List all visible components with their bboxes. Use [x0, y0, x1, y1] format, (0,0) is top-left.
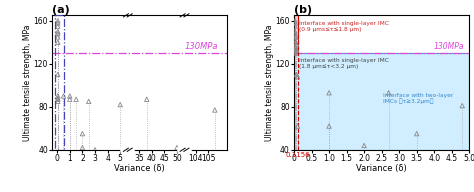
Point: [292, 51, 300, 55]
Text: Interface with single-layer IMC
(0.9 μms≤τ≤1.8 μm): Interface with single-layer IMC (0.9 μms…: [299, 21, 389, 31]
Point: [292, 35, 300, 38]
Point: [325, 125, 333, 128]
Point: [54, 41, 62, 44]
Point: [54, 32, 62, 35]
Point: [294, 125, 301, 128]
Point: [291, 41, 299, 44]
Point: [360, 144, 368, 147]
Bar: [55, 15, 64, 150]
Point: [291, 32, 299, 35]
Point: [143, 98, 151, 101]
Text: 130MPa: 130MPa: [185, 42, 219, 51]
Bar: [294, 15, 298, 53]
Text: Interface with single-layer IMC
(1.8 μm≤τ<3.2 μm): Interface with single-layer IMC (1.8 μm≤…: [299, 58, 389, 69]
Point: [54, 94, 62, 98]
Point: [325, 91, 333, 94]
Point: [91, 148, 99, 151]
Point: [66, 98, 73, 101]
Point: [291, 48, 299, 51]
Point: [54, 35, 62, 38]
Point: [54, 98, 62, 101]
Point: [458, 104, 466, 107]
Point: [291, 46, 299, 49]
Point: [54, 73, 62, 76]
Point: [66, 94, 73, 98]
Text: 0.1156: 0.1156: [286, 152, 310, 158]
Point: [294, 75, 301, 78]
Point: [291, 30, 299, 33]
Point: [211, 108, 219, 112]
Point: [73, 98, 80, 101]
Point: [60, 94, 67, 98]
Y-axis label: Ultimate tensile strength, MPa: Ultimate tensile strength, MPa: [265, 24, 274, 141]
Point: [291, 21, 299, 24]
Point: [54, 30, 62, 33]
Point: [54, 19, 62, 22]
Point: [413, 132, 420, 135]
Point: [79, 132, 86, 135]
Point: [292, 48, 300, 51]
X-axis label: Variance (δ): Variance (δ): [114, 164, 165, 173]
Text: 130MPa: 130MPa: [434, 42, 464, 51]
Point: [292, 73, 300, 76]
Text: Interface with two-layer
IMCs （τ≥3.2μm）: Interface with two-layer IMCs （τ≥3.2μm）: [383, 93, 454, 104]
Point: [292, 46, 300, 49]
Point: [292, 43, 300, 46]
Text: (b): (b): [294, 5, 312, 15]
Point: [117, 103, 124, 106]
Text: (a): (a): [52, 5, 70, 15]
Point: [54, 21, 62, 24]
Point: [173, 146, 181, 149]
Point: [291, 25, 299, 28]
Point: [79, 146, 86, 149]
Point: [85, 100, 92, 103]
Point: [291, 19, 299, 22]
Point: [54, 97, 62, 100]
Y-axis label: Ultimate tensile strength, MPa: Ultimate tensile strength, MPa: [23, 24, 32, 141]
Point: [292, 41, 300, 44]
Point: [291, 50, 299, 53]
X-axis label: Variance (δ): Variance (δ): [356, 164, 407, 173]
Point: [54, 100, 62, 103]
Point: [385, 91, 392, 94]
Bar: [294, 53, 469, 150]
Point: [54, 25, 62, 28]
Point: [291, 35, 299, 38]
